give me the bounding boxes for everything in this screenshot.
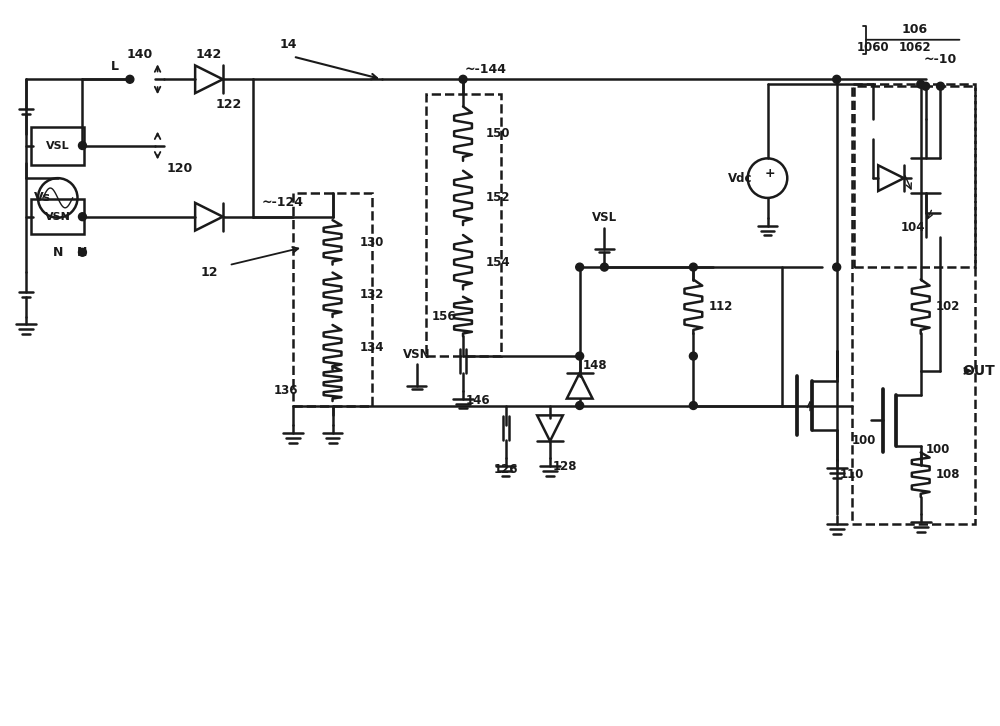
Text: 100: 100 [852,433,876,446]
Text: 154: 154 [486,256,510,269]
Text: 122: 122 [216,97,242,110]
Circle shape [576,352,584,360]
Text: 126: 126 [493,463,518,476]
Circle shape [459,76,467,83]
Circle shape [576,263,584,271]
Text: 102: 102 [936,300,960,313]
Circle shape [917,81,925,88]
Text: 120: 120 [166,162,192,175]
Text: ~-10: ~-10 [924,53,957,66]
Text: 108: 108 [936,468,960,481]
Text: Vdc: Vdc [728,171,753,184]
Text: 156: 156 [431,310,456,323]
Text: 152: 152 [486,192,510,205]
Circle shape [689,263,697,271]
Text: 110: 110 [840,468,864,481]
Circle shape [922,82,930,90]
Text: 14: 14 [279,38,297,52]
Circle shape [78,248,86,256]
Text: 1060: 1060 [857,41,890,54]
Text: 12: 12 [200,266,218,279]
Text: OUT: OUT [962,364,995,378]
Text: 136: 136 [273,384,298,397]
Circle shape [937,82,944,90]
Text: 100: 100 [926,444,950,457]
Text: 112: 112 [708,300,733,313]
Circle shape [833,76,841,83]
Circle shape [689,352,697,360]
Circle shape [126,76,134,83]
Text: 104: 104 [901,221,926,234]
Circle shape [833,263,841,271]
Text: Vs: Vs [34,192,51,205]
Text: 142: 142 [196,48,222,61]
Text: 148: 148 [583,359,607,372]
Circle shape [576,401,584,409]
Circle shape [600,263,608,271]
Text: 150: 150 [486,127,510,140]
Text: 1062: 1062 [898,41,931,54]
Circle shape [78,142,86,150]
Text: VSL: VSL [46,141,70,150]
Text: VSN: VSN [403,348,430,361]
Text: 140: 140 [127,48,153,61]
Text: N: N [53,246,63,258]
Text: 134: 134 [359,340,384,354]
Text: L: L [111,60,119,73]
Text: ~-124: ~-124 [262,196,304,209]
Text: VSN: VSN [45,212,71,221]
Circle shape [689,401,697,409]
Text: +: + [764,167,775,180]
Text: 130: 130 [359,236,384,249]
Text: 128: 128 [553,460,577,473]
Text: 106: 106 [902,23,928,36]
Text: ~-144: ~-144 [465,63,507,76]
Text: VSL: VSL [592,211,617,224]
Circle shape [78,213,86,221]
Text: 146: 146 [466,394,491,407]
Text: N: N [77,246,88,258]
Text: 132: 132 [359,288,384,301]
